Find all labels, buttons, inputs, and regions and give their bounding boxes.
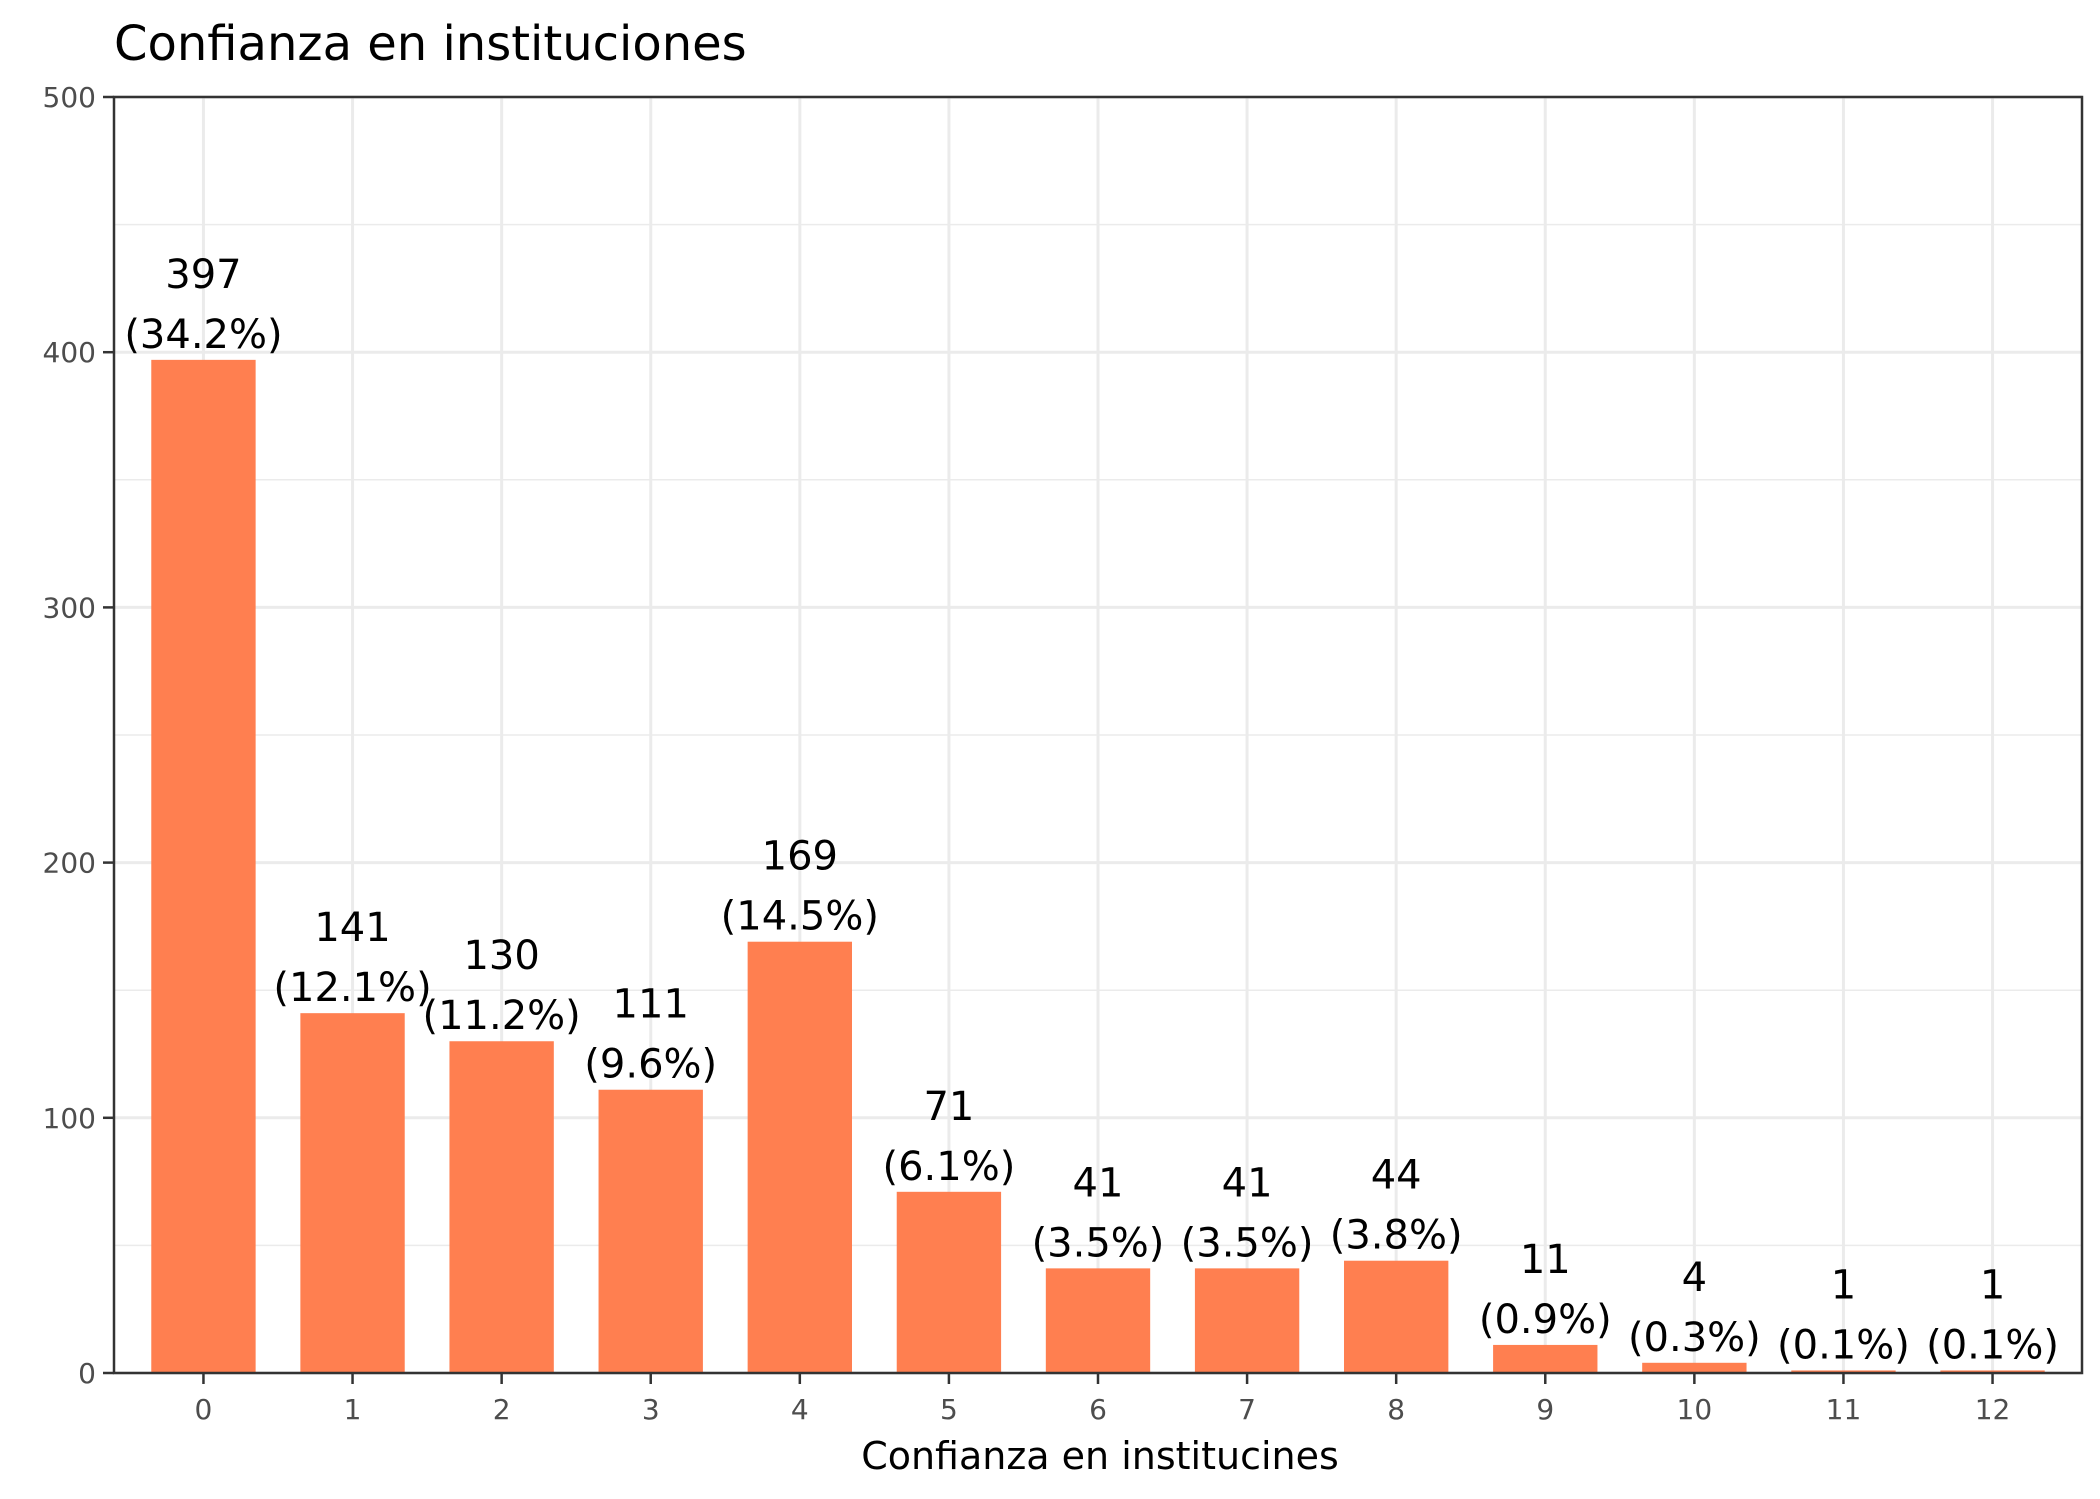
bar-count-label: 169 (762, 834, 838, 880)
chart-title: Confianza en instituciones (114, 16, 747, 72)
bar (1493, 1344, 1598, 1373)
bar (747, 941, 852, 1373)
y-tick-label: 300 (43, 591, 96, 624)
y-tick-label: 200 (43, 847, 96, 880)
bar-percent-label: (0.1%) (1777, 1322, 1910, 1368)
x-tick-label: 7 (1238, 1393, 1256, 1426)
data-labels: (34.2%)397(12.1%)141(11.2%)130(9.6%)111(… (124, 252, 2059, 1369)
bar (1642, 1362, 1747, 1373)
bar-count-label: 41 (1073, 1160, 1124, 1206)
x-tick-label: 4 (791, 1393, 809, 1426)
bar-count-label: 71 (923, 1084, 974, 1130)
x-tick-label: 1 (344, 1393, 362, 1426)
x-axis: 0 1 2 3 4 5 6 7 8 9 10 11 12 (195, 1373, 2011, 1426)
bar (1045, 1268, 1151, 1373)
bar-count-label: 397 (165, 252, 241, 298)
bar-count-label: 111 (613, 982, 689, 1028)
bar-percent-label: (0.1%) (1926, 1322, 2059, 1368)
bar-count-label: 1 (1980, 1262, 2005, 1308)
bar-percent-label: (3.5%) (1032, 1220, 1165, 1266)
y-tick-label: 100 (43, 1102, 96, 1135)
y-tick-label: 0 (78, 1357, 96, 1390)
bar-count-label: 4 (1682, 1255, 1707, 1301)
bar-percent-label: (0.9%) (1479, 1297, 1612, 1343)
x-tick-label: 6 (1089, 1393, 1107, 1426)
bar-percent-label: (3.8%) (1330, 1213, 1463, 1259)
x-tick-label: 10 (1677, 1393, 1713, 1426)
x-tick-label: 2 (493, 1393, 511, 1426)
bar (598, 1089, 703, 1373)
bar (300, 1013, 405, 1373)
bar-percent-label: (0.3%) (1628, 1315, 1761, 1361)
x-tick-label: 0 (195, 1393, 213, 1426)
y-tick-label: 500 (43, 81, 96, 114)
bar (1344, 1260, 1449, 1373)
bar (1194, 1268, 1300, 1373)
bar-count-label: 44 (1371, 1153, 1422, 1199)
x-tick-label: 8 (1387, 1393, 1405, 1426)
bar-count-label: 11 (1520, 1237, 1571, 1283)
y-axis: 0 100 200 300 400 500 (43, 81, 114, 1390)
bar-percent-label: (6.1%) (882, 1144, 1015, 1190)
x-tick-label: 3 (642, 1393, 660, 1426)
y-tick-label: 400 (43, 336, 96, 369)
x-tick-label: 5 (940, 1393, 958, 1426)
bar-count-label: 141 (314, 905, 390, 951)
bar-count-label: 1 (1831, 1262, 1856, 1308)
bar-percent-label: (9.6%) (584, 1042, 717, 1088)
bar (1940, 1370, 2045, 1373)
x-tick-label: 11 (1826, 1393, 1862, 1426)
x-axis-title: Confianza en institucines (861, 1434, 1339, 1478)
bar-percent-label: (3.5%) (1181, 1220, 1314, 1266)
x-tick-label: 9 (1536, 1393, 1554, 1426)
bar (896, 1191, 1002, 1373)
bar-percent-label: (12.1%) (273, 965, 431, 1011)
bar-percent-label: (11.2%) (422, 993, 580, 1039)
bar (449, 1041, 554, 1373)
bar-percent-label: (34.2%) (124, 312, 282, 358)
bar (151, 359, 256, 1374)
bar (1791, 1370, 1896, 1373)
bar-count-label: 41 (1222, 1160, 1273, 1206)
x-tick-label: 12 (1975, 1393, 2011, 1426)
bar-percent-label: (14.5%) (721, 894, 879, 940)
bars (151, 359, 2045, 1374)
bar-count-label: 130 (463, 933, 539, 979)
